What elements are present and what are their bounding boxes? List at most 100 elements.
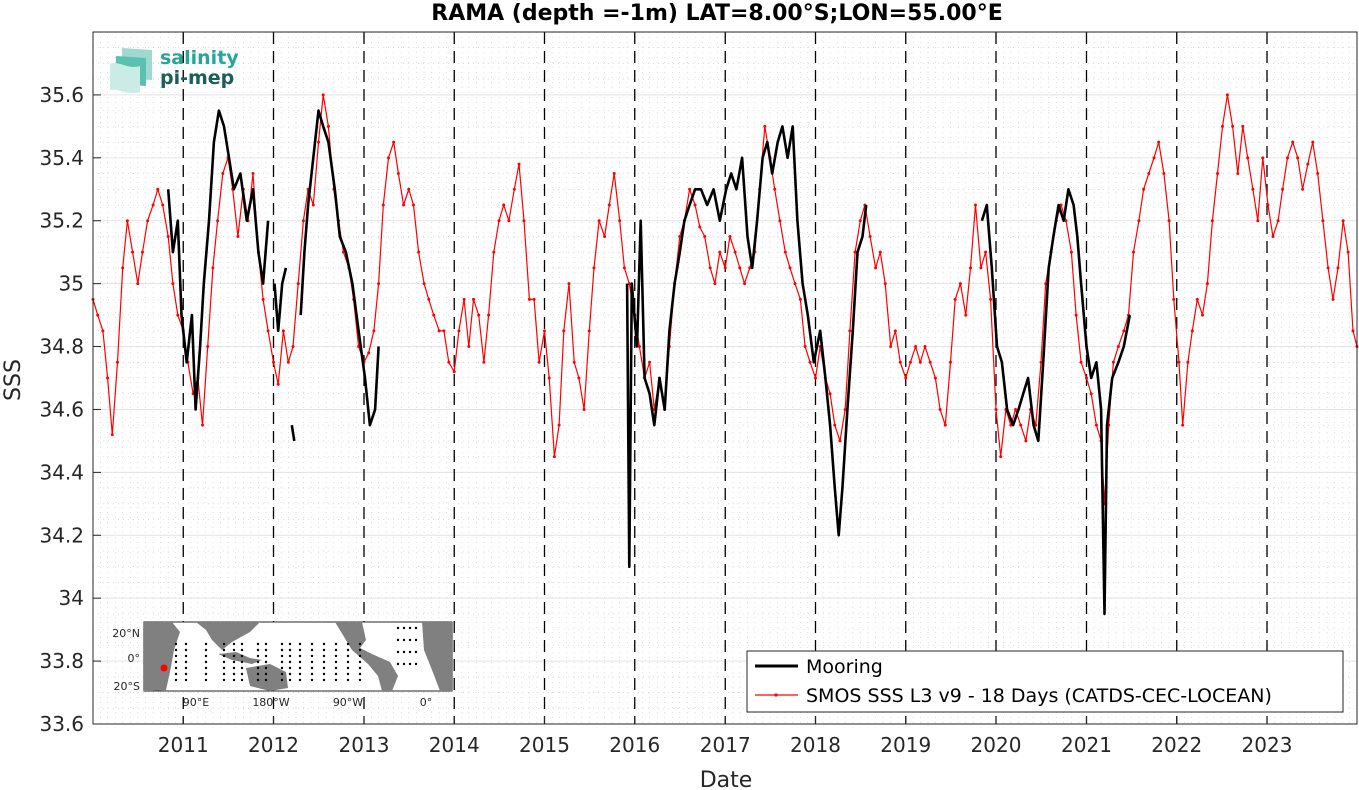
inset-mooring-dot bbox=[334, 666, 338, 670]
inset-mooring-dot bbox=[288, 666, 292, 670]
minor-grid bbox=[93, 32, 1357, 724]
series-smos-point bbox=[728, 234, 732, 238]
inset-mooring-dot bbox=[174, 648, 178, 652]
series-smos-point bbox=[1336, 266, 1340, 270]
inset-mooring-dot bbox=[222, 648, 226, 652]
inset-mooring-dot bbox=[174, 642, 178, 646]
series-smos-point bbox=[938, 407, 942, 411]
series-smos-point bbox=[1084, 376, 1088, 380]
series-smos-point bbox=[261, 297, 265, 301]
series-smos-point bbox=[462, 297, 466, 301]
series-smos-point bbox=[115, 360, 119, 364]
inset-mooring-dots bbox=[174, 626, 418, 682]
inset-mooring-dot bbox=[414, 638, 418, 642]
series-smos-point bbox=[688, 187, 692, 191]
series-smos-point bbox=[422, 282, 426, 286]
inset-mooring-dot bbox=[408, 638, 412, 642]
inset-mooring-dot bbox=[174, 654, 178, 658]
inset-mooring-dot bbox=[184, 678, 188, 682]
series-smos-point bbox=[1311, 140, 1315, 144]
series-smos-point bbox=[482, 360, 486, 364]
x-tick-label: 2021 bbox=[1061, 733, 1112, 757]
series-smos-point bbox=[386, 156, 390, 160]
inset-mooring-dot bbox=[288, 660, 292, 664]
series-smos-point bbox=[914, 345, 918, 349]
series-smos-point bbox=[136, 282, 140, 286]
series-smos-point bbox=[603, 234, 607, 238]
series-layer bbox=[91, 93, 1359, 616]
series-smos-point bbox=[1231, 124, 1235, 128]
series-smos-point bbox=[908, 360, 912, 364]
series-smos-point bbox=[708, 266, 712, 270]
series-smos-point bbox=[793, 282, 797, 286]
series-smos-point bbox=[1271, 234, 1275, 238]
series-smos-point bbox=[236, 234, 240, 238]
series-smos-point bbox=[813, 376, 817, 380]
series-smos-point bbox=[131, 250, 135, 254]
inset-mooring-dot bbox=[264, 660, 268, 664]
series-smos-point bbox=[1122, 329, 1126, 333]
inset-mooring-dot bbox=[280, 648, 284, 652]
series-smos-point bbox=[923, 345, 927, 349]
series-smos-point bbox=[381, 203, 385, 207]
series-smos-point bbox=[783, 250, 787, 254]
series-smos-point bbox=[156, 187, 160, 191]
series-smos-point bbox=[146, 219, 150, 223]
inset-mooring-dot bbox=[322, 678, 326, 682]
series-smos-point bbox=[206, 345, 210, 349]
x-tick-label: 2018 bbox=[790, 733, 841, 757]
inset-mooring-dot bbox=[414, 662, 418, 666]
series-smos-point bbox=[1069, 250, 1073, 254]
series-smos-point bbox=[743, 282, 747, 286]
series-smos-point bbox=[1281, 187, 1285, 191]
inset-mooring-dot bbox=[204, 654, 208, 658]
x-axis-label: Date bbox=[700, 768, 753, 790]
inset-mooring-dot bbox=[264, 678, 268, 682]
inset-mooring-dot bbox=[256, 654, 260, 658]
series-smos-point bbox=[151, 203, 155, 207]
inset-mooring-dot bbox=[204, 648, 208, 652]
inset-mooring-dot bbox=[358, 660, 362, 664]
inset-mooring-dot bbox=[346, 642, 350, 646]
series-smos-point bbox=[437, 329, 441, 333]
inset-mooring-dot bbox=[402, 626, 406, 630]
inset-mooring-dot bbox=[334, 672, 338, 676]
series-smos-point bbox=[216, 219, 220, 223]
series-smos-point bbox=[587, 329, 591, 333]
series-smos-point bbox=[898, 360, 902, 364]
series-smos-point bbox=[748, 266, 752, 270]
inset-mooring-dot bbox=[222, 666, 226, 670]
inset-mooring-dot bbox=[256, 672, 260, 676]
series-smos-point bbox=[110, 433, 114, 437]
legend-box bbox=[746, 650, 1344, 713]
series-smos-point bbox=[272, 360, 276, 364]
series-smos-point bbox=[1039, 360, 1043, 364]
inset-mooring-dot bbox=[184, 672, 188, 676]
series-smos-point bbox=[1351, 329, 1355, 333]
series-smos-point bbox=[973, 203, 977, 207]
series-smos-point bbox=[407, 187, 411, 191]
inset-mooring-dot bbox=[256, 666, 260, 670]
series-smos-point bbox=[964, 313, 968, 317]
series-smos-point bbox=[828, 392, 832, 396]
series-smos-point bbox=[868, 234, 872, 238]
series-mooring-line bbox=[980, 188, 1132, 616]
salinity-pimep-logo: salinity pi-mep bbox=[110, 47, 239, 94]
series-smos-point bbox=[698, 225, 702, 229]
series-smos-point bbox=[532, 297, 536, 301]
series-smos-point bbox=[567, 282, 571, 286]
inset-mooring-dot bbox=[298, 654, 302, 658]
series-smos-point bbox=[738, 266, 742, 270]
series-smos-point bbox=[1246, 156, 1250, 160]
series-smos-point bbox=[693, 203, 697, 207]
inset-mooring-dot bbox=[264, 672, 268, 676]
series-smos-point bbox=[512, 187, 516, 191]
inset-mooring-dot bbox=[402, 650, 406, 654]
series-smos-point bbox=[161, 203, 165, 207]
inset-mooring-dot bbox=[264, 648, 268, 652]
series-smos-point bbox=[713, 282, 717, 286]
series-smos-point bbox=[296, 282, 300, 286]
legend-swatch-smos-marker bbox=[774, 693, 778, 697]
inset-mooring-dot bbox=[240, 666, 244, 670]
inset-mooring-dot bbox=[346, 648, 350, 652]
